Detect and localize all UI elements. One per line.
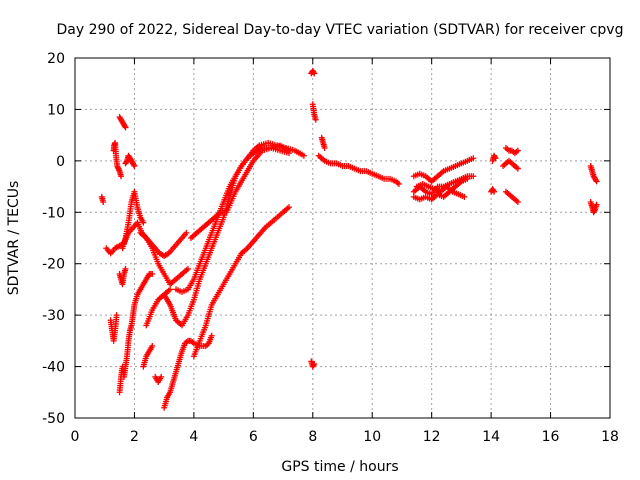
data-point (311, 361, 318, 367)
data-point (286, 204, 292, 211)
series-track-03 (110, 139, 125, 180)
y-tick-label: -10 (42, 205, 65, 221)
data-point (310, 69, 317, 76)
data-point (311, 70, 318, 77)
data-point (140, 219, 147, 226)
data-point (121, 123, 128, 130)
x-tick-label: 0 (71, 429, 80, 445)
grid-lines (75, 58, 610, 418)
series-track-31 (500, 157, 521, 172)
series-track-19 (308, 67, 318, 77)
data-point (130, 161, 137, 168)
data-point (321, 145, 328, 151)
series-track-10 (137, 229, 191, 288)
series-track-23 (315, 152, 402, 187)
x-axis-label: GPS time / hours (281, 459, 398, 475)
series-track-13 (152, 373, 165, 385)
x-tick-label: 6 (249, 429, 258, 445)
series-track-29 (489, 152, 499, 164)
data-point (300, 152, 307, 159)
data-point (514, 147, 521, 154)
data-point (491, 154, 498, 160)
x-tick-label: 10 (363, 429, 381, 445)
series-track-22 (318, 134, 328, 151)
data-point (464, 175, 471, 182)
x-tick-label: 4 (189, 429, 198, 445)
data-points (98, 67, 600, 411)
data-point (593, 178, 600, 185)
y-tick-label: -50 (42, 411, 65, 427)
series-track-21 (309, 101, 319, 123)
data-point (100, 199, 107, 205)
series-track-08 (116, 265, 129, 288)
data-point (122, 124, 129, 131)
chart-title: Day 290 of 2022, Sidereal Day-to-day VTE… (57, 22, 624, 38)
data-point (208, 332, 215, 339)
series-track-17 (187, 142, 292, 241)
x-tick-label: 12 (423, 429, 441, 445)
data-point (286, 147, 292, 154)
y-tick-label: -40 (42, 360, 65, 376)
y-tick-label: 10 (47, 102, 65, 118)
series-track-28 (488, 186, 498, 195)
data-point (514, 165, 521, 172)
data-point (310, 362, 317, 369)
x-tick-label: 16 (542, 429, 560, 445)
data-point (461, 193, 468, 200)
data-point (470, 173, 477, 180)
y-axis-label: SDTVAR / TECUs (6, 181, 22, 296)
series-track-15 (161, 145, 292, 329)
series-track-32 (502, 188, 521, 205)
series-track-27 (413, 181, 468, 200)
series-track-09 (116, 271, 156, 396)
data-point (167, 286, 174, 293)
series-track-04 (116, 114, 129, 131)
x-tick-label: 8 (308, 429, 317, 445)
y-tick-label: 0 (56, 154, 65, 170)
x-tick-label: 18 (601, 429, 619, 445)
series-track-07 (107, 312, 120, 344)
data-point (158, 373, 165, 380)
data-point (118, 173, 125, 180)
y-tick-label: -30 (42, 308, 65, 324)
series-track-33 (587, 163, 600, 185)
data-point (183, 229, 190, 236)
series-track-34 (587, 199, 600, 216)
x-tick-label: 14 (482, 429, 500, 445)
series-track-14 (161, 332, 215, 411)
x-tick-label: 2 (130, 429, 139, 445)
data-point (592, 177, 599, 184)
data-point (131, 163, 138, 169)
series-track-20 (308, 358, 318, 370)
plot-frame (74, 57, 611, 419)
data-point (122, 265, 129, 272)
data-point (395, 181, 402, 187)
y-tick-label: -20 (42, 257, 65, 273)
data-point (492, 155, 499, 162)
series-track-06 (119, 188, 147, 252)
data-point (123, 159, 130, 166)
data-point (593, 201, 600, 208)
axis-ticks: 0 2 4 6 8 10 12 14 16 18 -50 -40 -30 -20 -10 0 10 20 (42, 51, 619, 445)
data-point (113, 312, 120, 319)
data-point (591, 208, 598, 214)
data-point (312, 116, 319, 123)
y-tick-label: 20 (47, 51, 65, 67)
series-track-16 (173, 139, 307, 295)
data-point (514, 199, 521, 205)
data-point (491, 188, 498, 195)
series-track-11 (140, 343, 156, 370)
data-point (490, 187, 497, 194)
data-point (149, 343, 156, 349)
series-track-18 (190, 204, 292, 360)
data-point (184, 265, 191, 272)
series-track-24 (410, 155, 477, 185)
data-point (149, 271, 156, 277)
series-track-01 (98, 193, 107, 205)
series-track-30 (502, 145, 521, 157)
series-track-05 (122, 152, 138, 169)
data-point (470, 155, 477, 162)
